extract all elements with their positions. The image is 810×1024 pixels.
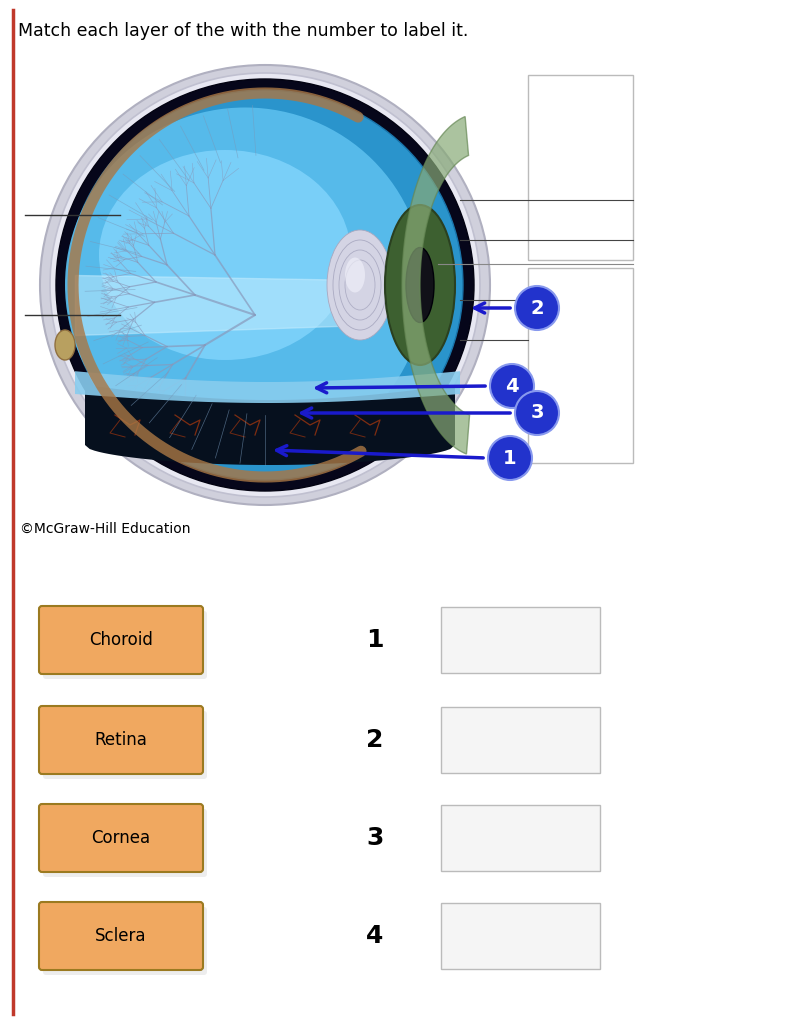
Polygon shape: [75, 371, 460, 403]
Ellipse shape: [406, 248, 434, 323]
Ellipse shape: [345, 260, 375, 310]
Polygon shape: [402, 117, 470, 454]
Ellipse shape: [50, 73, 480, 497]
FancyBboxPatch shape: [441, 805, 600, 871]
FancyBboxPatch shape: [39, 804, 203, 872]
Circle shape: [515, 391, 559, 435]
FancyBboxPatch shape: [43, 907, 207, 975]
FancyBboxPatch shape: [39, 706, 203, 774]
Text: 3: 3: [366, 826, 384, 850]
Circle shape: [490, 364, 534, 408]
FancyBboxPatch shape: [441, 903, 600, 969]
Ellipse shape: [99, 150, 351, 360]
Text: Sclera: Sclera: [96, 927, 147, 945]
FancyBboxPatch shape: [43, 711, 207, 779]
Ellipse shape: [339, 250, 381, 319]
Text: 3: 3: [531, 403, 544, 423]
Circle shape: [515, 286, 559, 330]
Ellipse shape: [345, 257, 365, 293]
Text: 4: 4: [366, 924, 384, 948]
Ellipse shape: [65, 108, 425, 463]
FancyBboxPatch shape: [43, 809, 207, 877]
Circle shape: [488, 436, 532, 480]
Text: ©McGraw-Hill Education: ©McGraw-Hill Education: [20, 522, 190, 536]
Text: Choroid: Choroid: [89, 631, 153, 649]
Ellipse shape: [385, 205, 455, 365]
FancyBboxPatch shape: [43, 611, 207, 679]
Text: Retina: Retina: [95, 731, 147, 749]
Ellipse shape: [55, 330, 75, 360]
Text: Cornea: Cornea: [92, 829, 151, 847]
Ellipse shape: [56, 79, 474, 490]
Text: 1: 1: [503, 449, 517, 468]
Text: 2: 2: [366, 728, 384, 752]
Polygon shape: [85, 385, 455, 465]
FancyBboxPatch shape: [528, 268, 633, 463]
FancyBboxPatch shape: [528, 75, 633, 260]
FancyBboxPatch shape: [441, 707, 600, 773]
Text: Match each layer of the with the number to label it.: Match each layer of the with the number …: [18, 22, 468, 40]
FancyBboxPatch shape: [39, 902, 203, 970]
Text: 1: 1: [366, 628, 384, 652]
Text: 2: 2: [531, 299, 544, 317]
Ellipse shape: [67, 90, 463, 480]
Ellipse shape: [40, 65, 490, 505]
FancyBboxPatch shape: [39, 606, 203, 674]
FancyBboxPatch shape: [441, 607, 600, 673]
Ellipse shape: [333, 240, 387, 330]
Text: 4: 4: [505, 377, 519, 395]
Ellipse shape: [327, 230, 393, 340]
